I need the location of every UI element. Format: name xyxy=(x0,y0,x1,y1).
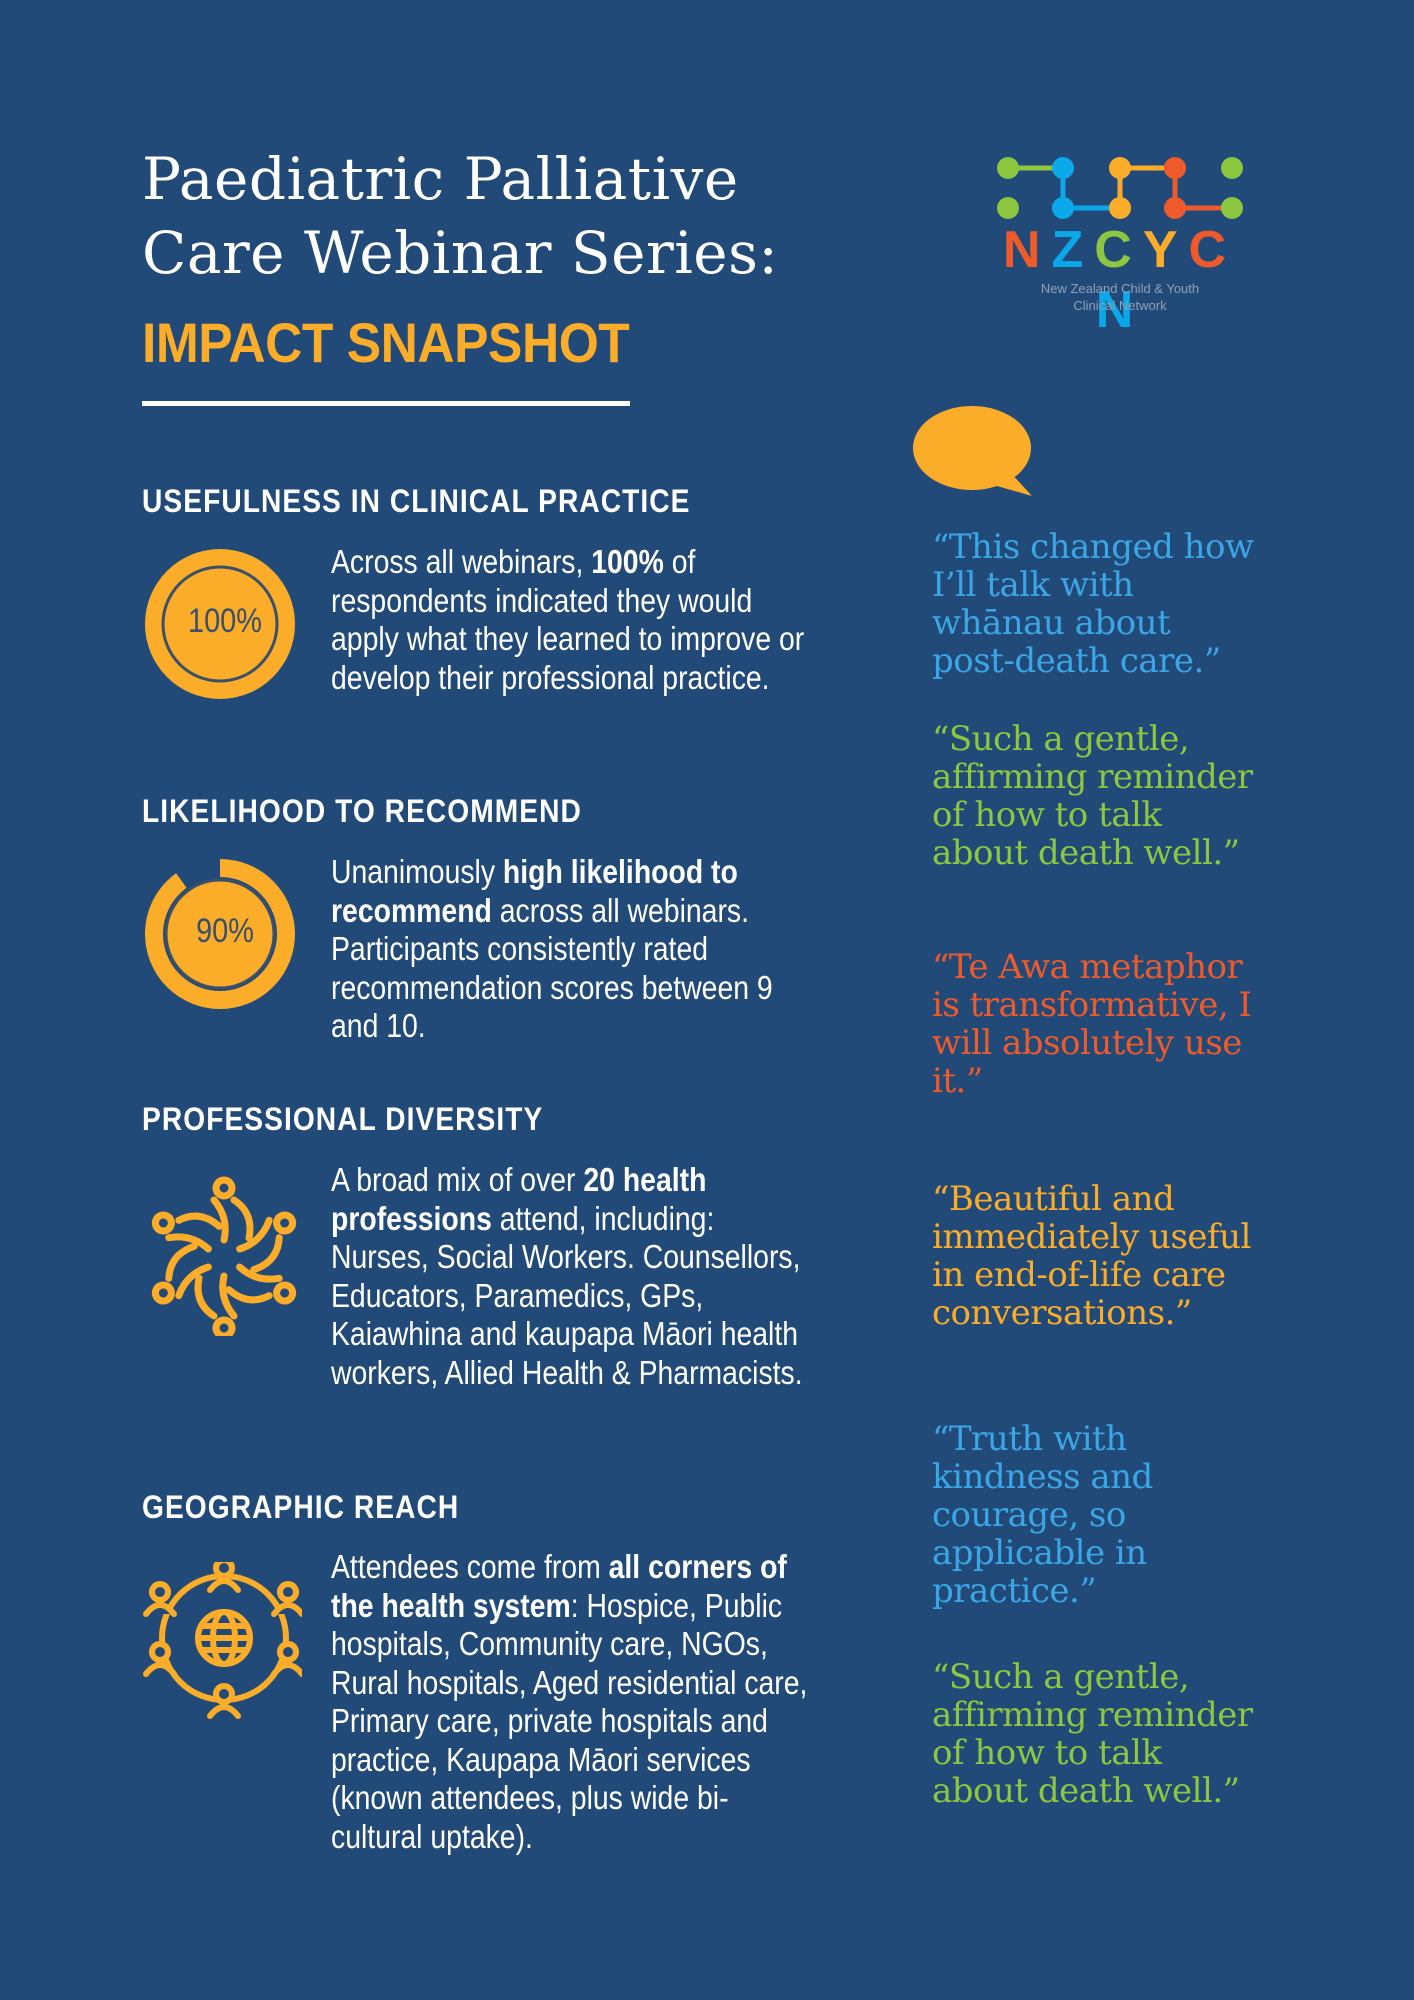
progress-ring-icon xyxy=(145,549,295,699)
testimonial-quote: “Such a gentle, affirming reminder of ho… xyxy=(932,719,1253,873)
body-text: : Hospice, Public hospitals, Community c… xyxy=(331,1586,808,1855)
section-body-recommend: Unanimously high likelihood to recommend… xyxy=(331,853,813,1046)
body-text: Across all webinars, xyxy=(331,543,592,580)
logo-tagline: New Zealand Child & Youth Clinical Netwo… xyxy=(990,280,1250,314)
speech-bubble-icon xyxy=(913,406,1032,496)
ring-value-label: 100% xyxy=(188,602,262,640)
logo-letter: N xyxy=(1095,281,1145,339)
section-heading-usefulness: USEFULNESS IN CLINICAL PRACTICE xyxy=(142,483,691,519)
section-heading-diversity: PROFESSIONAL DIVERSITY xyxy=(142,1101,544,1137)
page-subtitle: IMPACT SNAPSHOT xyxy=(142,311,630,374)
body-highlight: 20 health professions xyxy=(331,1161,707,1237)
logo-tagline-line-1: New Zealand Child & Youth xyxy=(1040,281,1200,296)
testimonial-quote: “Beautiful and immediately useful in end… xyxy=(932,1179,1251,1333)
body-highlight: high likelihood to recommend xyxy=(331,853,738,929)
logo-letter: C xyxy=(1188,221,1238,279)
body-text: of respondents indicated they would appl… xyxy=(331,543,805,696)
section-body-geographic: Attendees come from all corners of the h… xyxy=(331,1548,813,1856)
globe-people-icon xyxy=(143,1562,302,1719)
page-title: Paediatric Palliative Care Webinar Serie… xyxy=(142,142,778,290)
body-highlight: all corners of the health system xyxy=(331,1548,787,1624)
title-line-1: Paediatric Palliative xyxy=(142,145,739,213)
title-line-2: Care Webinar Series: xyxy=(142,219,779,287)
section-heading-geographic: GEOGRAPHIC REACH xyxy=(142,1489,460,1525)
testimonial-quote: “This changed how I’ll talk with whānau … xyxy=(932,527,1254,681)
logo-tagline-line-2: Clinical Network xyxy=(1073,298,1167,313)
body-text: Attendees come from xyxy=(331,1548,609,1585)
body-text: A broad mix of over xyxy=(331,1161,584,1198)
testimonial-quote: “Truth with kindness and courage, so app… xyxy=(932,1419,1153,1611)
body-highlight: 100% xyxy=(591,543,664,580)
body-text: across all webinars. Participants consis… xyxy=(331,891,773,1045)
section-heading-recommend: LIKELIHOOD TO RECOMMEND xyxy=(142,793,582,829)
section-body-usefulness: Across all webinars, 100% of respondents… xyxy=(331,543,813,697)
nzcycn-logo-icon xyxy=(997,157,1243,219)
testimonial-quote: “Te Awa metaphor is transformative, I wi… xyxy=(932,947,1252,1101)
ring-value-label: 90% xyxy=(196,912,254,950)
progress-ring-icon xyxy=(145,859,295,1009)
people-circle-icon xyxy=(142,1176,302,1336)
logo-letter: Z xyxy=(1051,221,1095,279)
logo-letter: C xyxy=(1094,221,1143,279)
logo-wordmark: NZCYCN xyxy=(990,220,1250,340)
body-text: Unanimously xyxy=(331,853,503,890)
section-body-diversity: A broad mix of over 20 health profession… xyxy=(331,1161,813,1392)
logo-letter: Y xyxy=(1142,221,1189,279)
testimonial-quote: “Such a gentle, affirming reminder of ho… xyxy=(932,1657,1253,1811)
body-text: attend, including: Nurses, Social Worker… xyxy=(331,1199,803,1391)
logo-letter: N xyxy=(1002,221,1052,279)
title-divider xyxy=(142,401,630,406)
